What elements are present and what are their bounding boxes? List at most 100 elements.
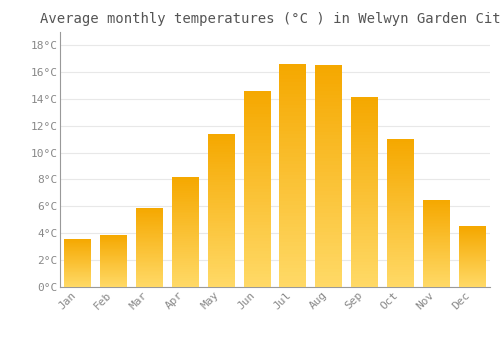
Bar xyxy=(387,230,414,233)
Bar xyxy=(136,266,163,267)
Bar xyxy=(208,223,234,226)
Bar xyxy=(316,161,342,165)
Bar xyxy=(136,241,163,242)
Bar xyxy=(458,262,485,263)
Bar xyxy=(136,267,163,268)
Bar xyxy=(208,220,234,223)
Bar xyxy=(244,271,270,274)
Bar xyxy=(208,180,234,182)
Bar xyxy=(280,68,306,71)
Bar xyxy=(316,128,342,132)
Bar xyxy=(208,197,234,200)
Bar xyxy=(423,208,450,210)
Bar xyxy=(387,169,414,171)
Bar xyxy=(316,239,342,243)
Bar xyxy=(172,208,199,210)
Bar xyxy=(64,259,92,260)
Bar xyxy=(208,167,234,169)
Bar xyxy=(316,180,342,183)
Bar xyxy=(172,280,199,281)
Bar xyxy=(208,241,234,244)
Bar xyxy=(172,276,199,278)
Bar xyxy=(280,205,306,209)
Bar xyxy=(172,243,199,245)
Bar xyxy=(172,191,199,193)
Bar xyxy=(387,220,414,223)
Bar xyxy=(172,250,199,252)
Bar xyxy=(458,263,485,264)
Bar xyxy=(136,284,163,286)
Bar xyxy=(100,266,127,267)
Bar xyxy=(316,154,342,158)
Bar xyxy=(458,286,485,287)
Bar xyxy=(100,259,127,260)
Bar xyxy=(136,238,163,239)
Bar xyxy=(172,190,199,191)
Bar xyxy=(387,166,414,169)
Bar xyxy=(351,202,378,205)
Bar xyxy=(208,162,234,164)
Bar xyxy=(458,273,485,274)
Bar xyxy=(351,158,378,161)
Bar xyxy=(316,106,342,110)
Bar xyxy=(280,194,306,198)
Bar xyxy=(458,236,485,237)
Bar xyxy=(172,215,199,217)
Bar xyxy=(458,257,485,258)
Bar xyxy=(423,204,450,205)
Bar xyxy=(387,213,414,216)
Bar xyxy=(316,65,342,69)
Bar xyxy=(172,206,199,208)
Bar xyxy=(244,284,270,287)
Bar xyxy=(316,246,342,250)
Bar xyxy=(423,230,450,232)
Bar xyxy=(208,205,234,208)
Bar xyxy=(208,208,234,210)
Bar xyxy=(316,102,342,106)
Bar xyxy=(64,262,92,263)
Bar xyxy=(244,153,270,156)
Bar xyxy=(387,186,414,188)
Bar xyxy=(172,281,199,283)
Bar xyxy=(423,218,450,220)
Bar xyxy=(280,86,306,90)
Bar xyxy=(172,186,199,188)
Bar xyxy=(172,259,199,261)
Bar xyxy=(172,272,199,274)
Bar xyxy=(64,242,92,243)
Bar xyxy=(136,233,163,234)
Bar xyxy=(136,282,163,283)
Bar xyxy=(316,257,342,261)
Bar xyxy=(387,265,414,267)
Bar xyxy=(136,219,163,221)
Bar xyxy=(280,142,306,146)
Bar xyxy=(316,139,342,143)
Bar xyxy=(423,268,450,270)
Bar xyxy=(244,182,270,186)
Bar xyxy=(244,212,270,215)
Bar xyxy=(244,133,270,136)
Bar xyxy=(64,284,92,285)
Bar xyxy=(280,253,306,257)
Bar xyxy=(136,210,163,212)
Bar xyxy=(136,270,163,271)
Bar xyxy=(208,272,234,274)
Bar xyxy=(136,229,163,230)
Bar xyxy=(136,209,163,210)
Bar xyxy=(316,187,342,191)
Bar xyxy=(244,228,270,231)
Bar xyxy=(387,188,414,191)
Bar xyxy=(280,131,306,134)
Bar xyxy=(64,239,92,240)
Bar xyxy=(100,251,127,252)
Bar xyxy=(423,272,450,274)
Bar xyxy=(64,273,92,274)
Bar xyxy=(244,199,270,202)
Bar xyxy=(351,189,378,192)
Bar xyxy=(64,286,92,287)
Bar xyxy=(423,265,450,267)
Bar xyxy=(351,154,378,158)
Bar xyxy=(244,97,270,100)
Bar xyxy=(244,225,270,228)
Bar xyxy=(64,269,92,270)
